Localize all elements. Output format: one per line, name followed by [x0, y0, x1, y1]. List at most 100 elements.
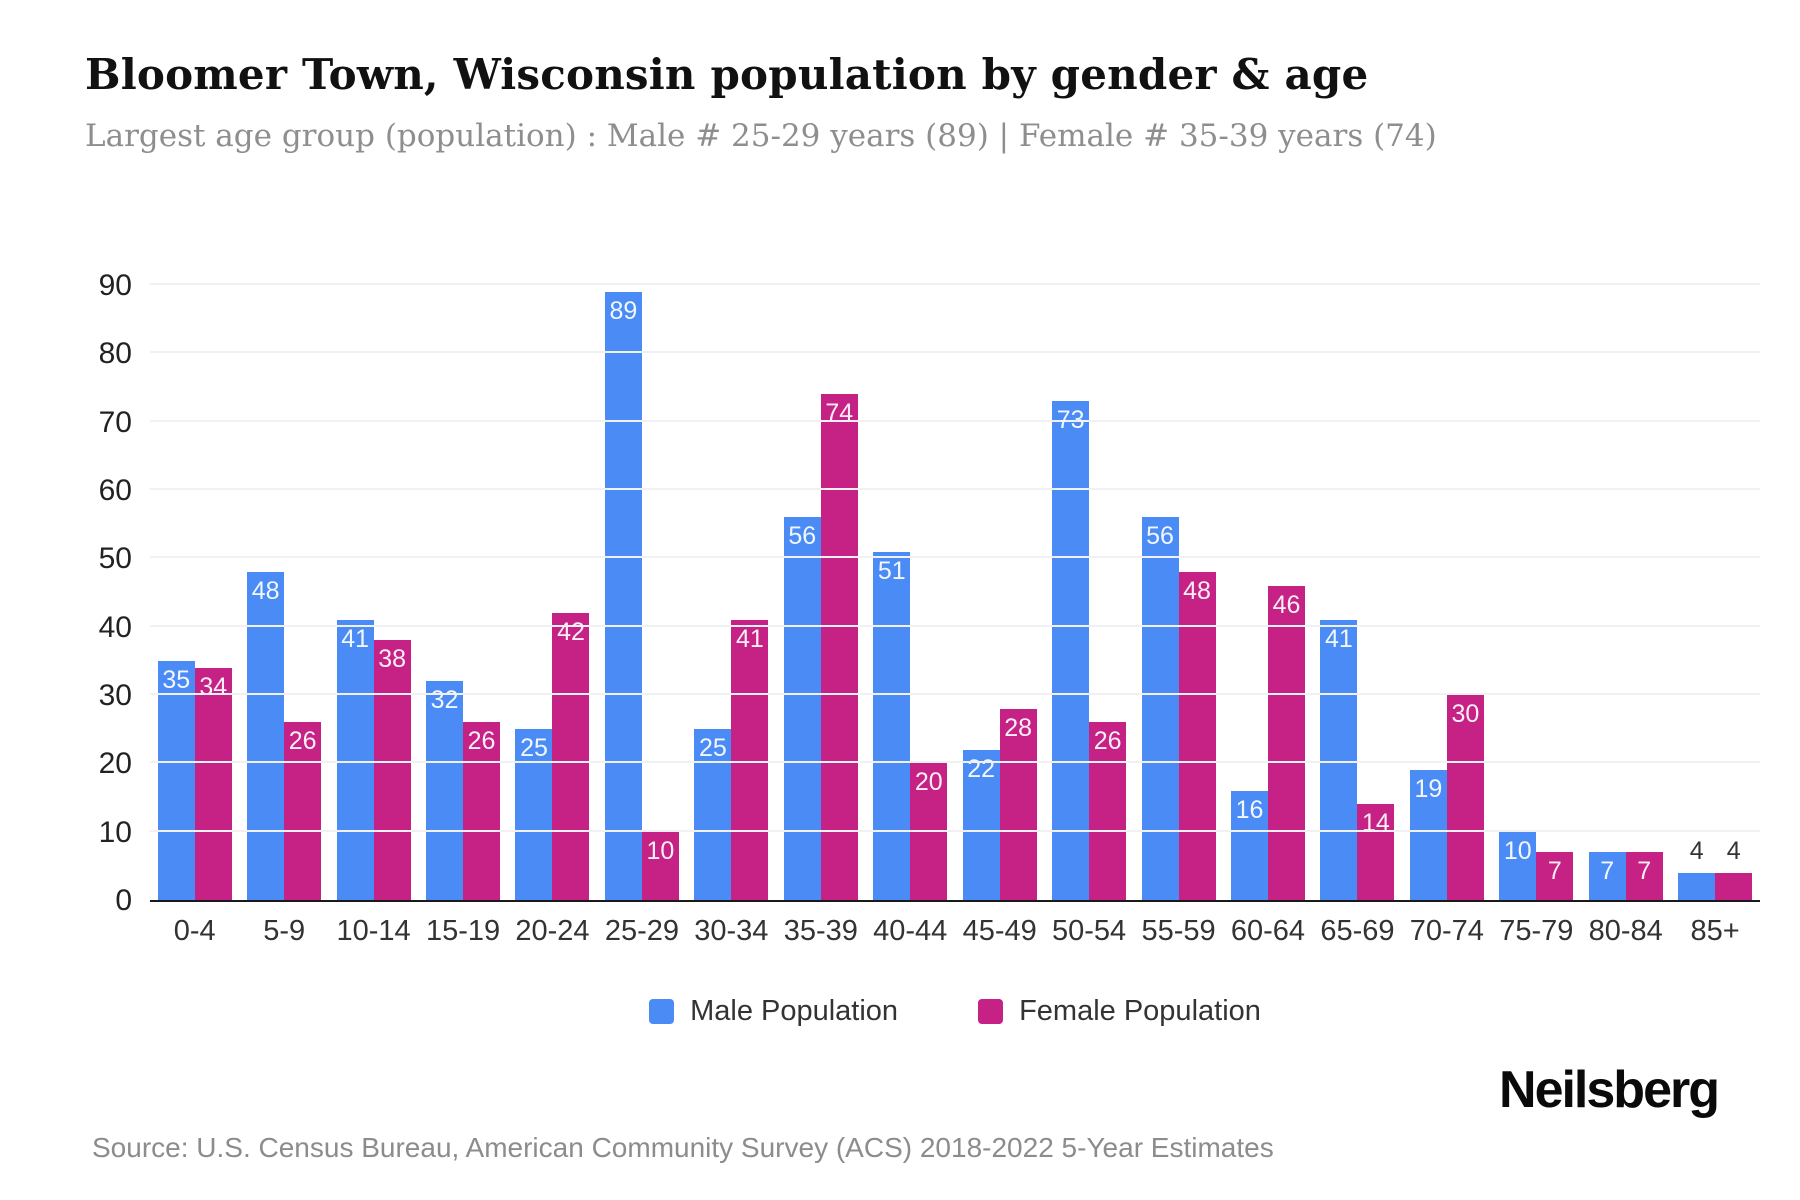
- bar-female-15-19: 26: [463, 722, 501, 900]
- neilsberg-logo: Neilsberg: [1499, 1061, 1720, 1119]
- bar-value-label: 7: [1637, 857, 1652, 886]
- bar-group-35-39: 56 74 35-39: [776, 285, 865, 947]
- bar-male-75-79: 10: [1499, 831, 1537, 900]
- bar-female-5-9: 26: [284, 722, 322, 900]
- legend-item-male: Male Population: [649, 995, 898, 1028]
- bar-value-label: 41: [341, 624, 369, 653]
- x-tick-label-50-54: 50-54: [1052, 915, 1127, 947]
- y-tick-label-50: 50: [98, 542, 132, 576]
- x-tick-label-30-34: 30-34: [694, 915, 769, 947]
- x-tick-label-85+: 85+: [1690, 915, 1740, 947]
- x-tick-label-80-84: 80-84: [1588, 915, 1663, 947]
- bar-value-label: 41: [1325, 624, 1353, 653]
- legend-item-female: Female Population: [978, 995, 1261, 1028]
- x-tick-label-55-59: 55-59: [1141, 915, 1216, 947]
- x-tick-label-25-29: 25-29: [604, 915, 679, 947]
- page-title: Bloomer Town, Wisconsin population by ge…: [85, 50, 1369, 99]
- bar-male-50-54: 73: [1052, 401, 1090, 900]
- bar-value-label: 51: [877, 556, 906, 585]
- bar-female-35-39: 74: [820, 394, 858, 900]
- bar-female-25-29: 10: [641, 831, 679, 900]
- gridline-70: [150, 419, 1760, 422]
- bar-value-label: 16: [1235, 795, 1264, 824]
- bar-value-label: 26: [288, 727, 317, 756]
- bar-groups-container: 35 34 0-4 48 26 5-9 41 38 10-14 32 26 15-19 25 42 20-2…: [150, 285, 1760, 947]
- y-tick-label-80: 80: [98, 337, 132, 371]
- bar-value-label: 34: [199, 672, 228, 701]
- bar-group-65-69: 41 14 65-69: [1313, 285, 1402, 947]
- bar-value-label: 41: [735, 624, 764, 653]
- bar-value-label: 7: [1600, 857, 1615, 886]
- bar-group-55-59: 56 48 55-59: [1134, 285, 1223, 947]
- y-tick-label-30: 30: [98, 679, 132, 712]
- bar-value-label: 7: [1547, 857, 1562, 886]
- bar-group-30-34: 25 41 30-34: [687, 285, 776, 947]
- bar-female-80-84: 7: [1625, 852, 1663, 900]
- bar-female-45-49: 28: [999, 708, 1037, 900]
- female-legend-swatch: [978, 999, 1004, 1024]
- bar-male-20-24: 25: [515, 729, 553, 900]
- x-tick-label-75-79: 75-79: [1499, 915, 1574, 947]
- page-subtitle: Largest age group (population) : Male # …: [85, 118, 1437, 154]
- bar-value-label: 20: [914, 768, 943, 797]
- male-legend-label: Male Population: [690, 995, 899, 1027]
- bar-female-50-54: 26: [1089, 722, 1127, 900]
- bar-group-75-79: 10 7 75-79: [1492, 285, 1581, 947]
- bar-value-label: 4: [1689, 836, 1704, 865]
- bar-male-30-34: 25: [694, 729, 732, 900]
- male-legend-swatch: [649, 999, 675, 1024]
- y-tick-label-10: 10: [98, 815, 132, 849]
- bar-group-25-29: 89 10 25-29: [597, 285, 686, 947]
- x-tick-label-40-44: 40-44: [873, 915, 948, 947]
- bar-male-80-84: 7: [1588, 852, 1626, 900]
- bar-value-label: 26: [1093, 727, 1122, 756]
- x-tick-label-60-64: 60-64: [1230, 915, 1306, 947]
- bar-group-45-49: 22 28 45-49: [955, 285, 1044, 947]
- x-tick-label-20-24: 20-24: [515, 915, 590, 947]
- bar-female-70-74: 30: [1446, 695, 1484, 900]
- x-axis-line: [150, 900, 1760, 902]
- bar-group-80-84: 7 7 80-84: [1581, 285, 1670, 947]
- gridline-20: [150, 761, 1760, 764]
- bar-male-85+: 4: [1678, 837, 1716, 900]
- bar-value-label: 89: [609, 296, 638, 325]
- bar-male-0-4: 35: [157, 660, 195, 900]
- bar-value-label: 14: [1362, 809, 1390, 838]
- bar-female-20-24: 42: [552, 613, 590, 900]
- bar-value-label: 74: [825, 399, 854, 428]
- bar-value-label: 30: [1451, 700, 1480, 728]
- gridline-10: [150, 829, 1760, 832]
- bar-male-55-59: 56: [1141, 517, 1179, 900]
- bar-female-10-14: 38: [373, 640, 411, 900]
- bar-group-70-74: 19 30 70-74: [1402, 285, 1491, 947]
- bar-group-40-44: 51 20 40-44: [866, 285, 955, 947]
- x-tick-label-5-9: 5-9: [263, 915, 306, 947]
- bar-group-85+: 4 4 85+: [1670, 285, 1759, 947]
- bar-value-label: 10: [646, 836, 675, 865]
- bar-value-label: 56: [1146, 522, 1174, 551]
- y-tick-label-90: 90: [98, 269, 132, 302]
- plot-area: 35 34 0-4 48 26 5-9 41 38 10-14 32 26 15-19 25 42 20-2…: [99, 269, 1760, 947]
- bar-value-label: 25: [520, 734, 548, 763]
- bar-male-5-9: 48: [247, 572, 285, 900]
- chart-legend: Male Population Female Population: [150, 995, 1760, 1028]
- bar-female-60-64: 46: [1267, 585, 1305, 900]
- gridline-60: [150, 488, 1760, 490]
- female-legend-label: Female Population: [1019, 995, 1261, 1027]
- bar-value-label: 28: [1004, 713, 1033, 742]
- bar-value-label: 56: [788, 522, 817, 551]
- bar-male-65-69: 41: [1320, 619, 1358, 900]
- bar-value-label: 26: [467, 727, 496, 756]
- bar-male-35-39: 56: [783, 517, 821, 900]
- bar-female-55-59: 48: [1178, 572, 1216, 900]
- bar-female-85+: 4: [1715, 837, 1753, 900]
- gridline-30: [150, 693, 1760, 695]
- x-tick-label-65-69: 65-69: [1320, 915, 1395, 947]
- bar-female-40-44: 20: [910, 763, 948, 900]
- bar-female-75-79: 7: [1536, 852, 1574, 900]
- bar-value-label: 32: [430, 686, 459, 715]
- bar-value-label: 10: [1503, 836, 1532, 865]
- x-tick-label-10-14: 10-14: [336, 915, 411, 947]
- bar-group-50-54: 73 26 50-54: [1044, 285, 1133, 947]
- bar-value-label: 42: [557, 618, 585, 646]
